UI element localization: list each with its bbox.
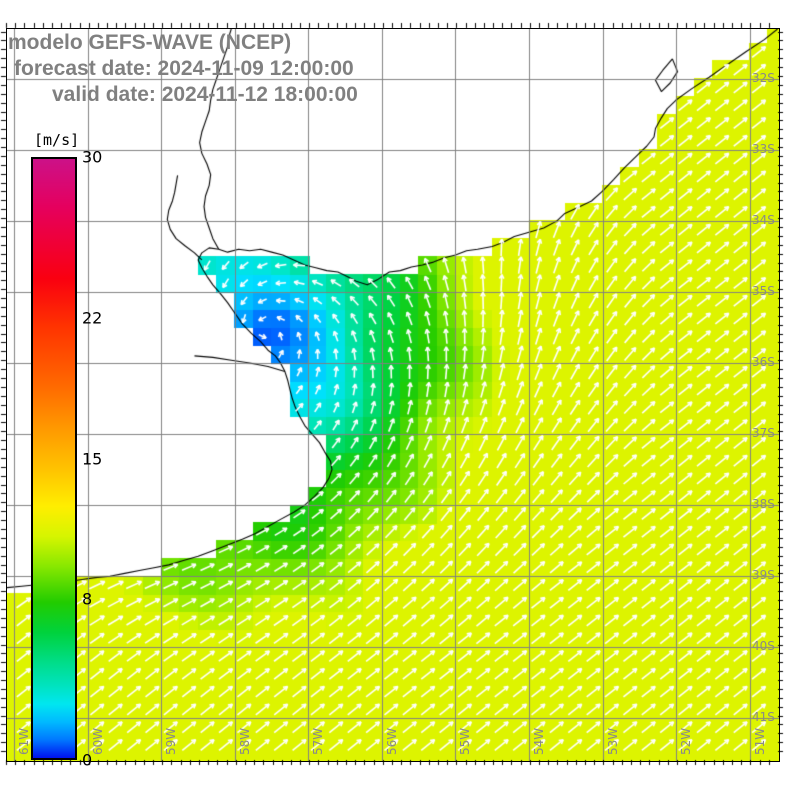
colorbar-gradient (31, 157, 77, 760)
colorbar (31, 157, 77, 760)
colorbar-tick-8: 8 (82, 589, 93, 609)
colorbar-unit-label: [m/s] (34, 131, 80, 149)
colorbar-tick-22: 22 (82, 308, 103, 328)
colorbar-tick-0: 0 (82, 750, 93, 770)
colorbar-tick-30: 30 (82, 147, 103, 167)
colorbar-tick-15: 15 (82, 449, 103, 468)
